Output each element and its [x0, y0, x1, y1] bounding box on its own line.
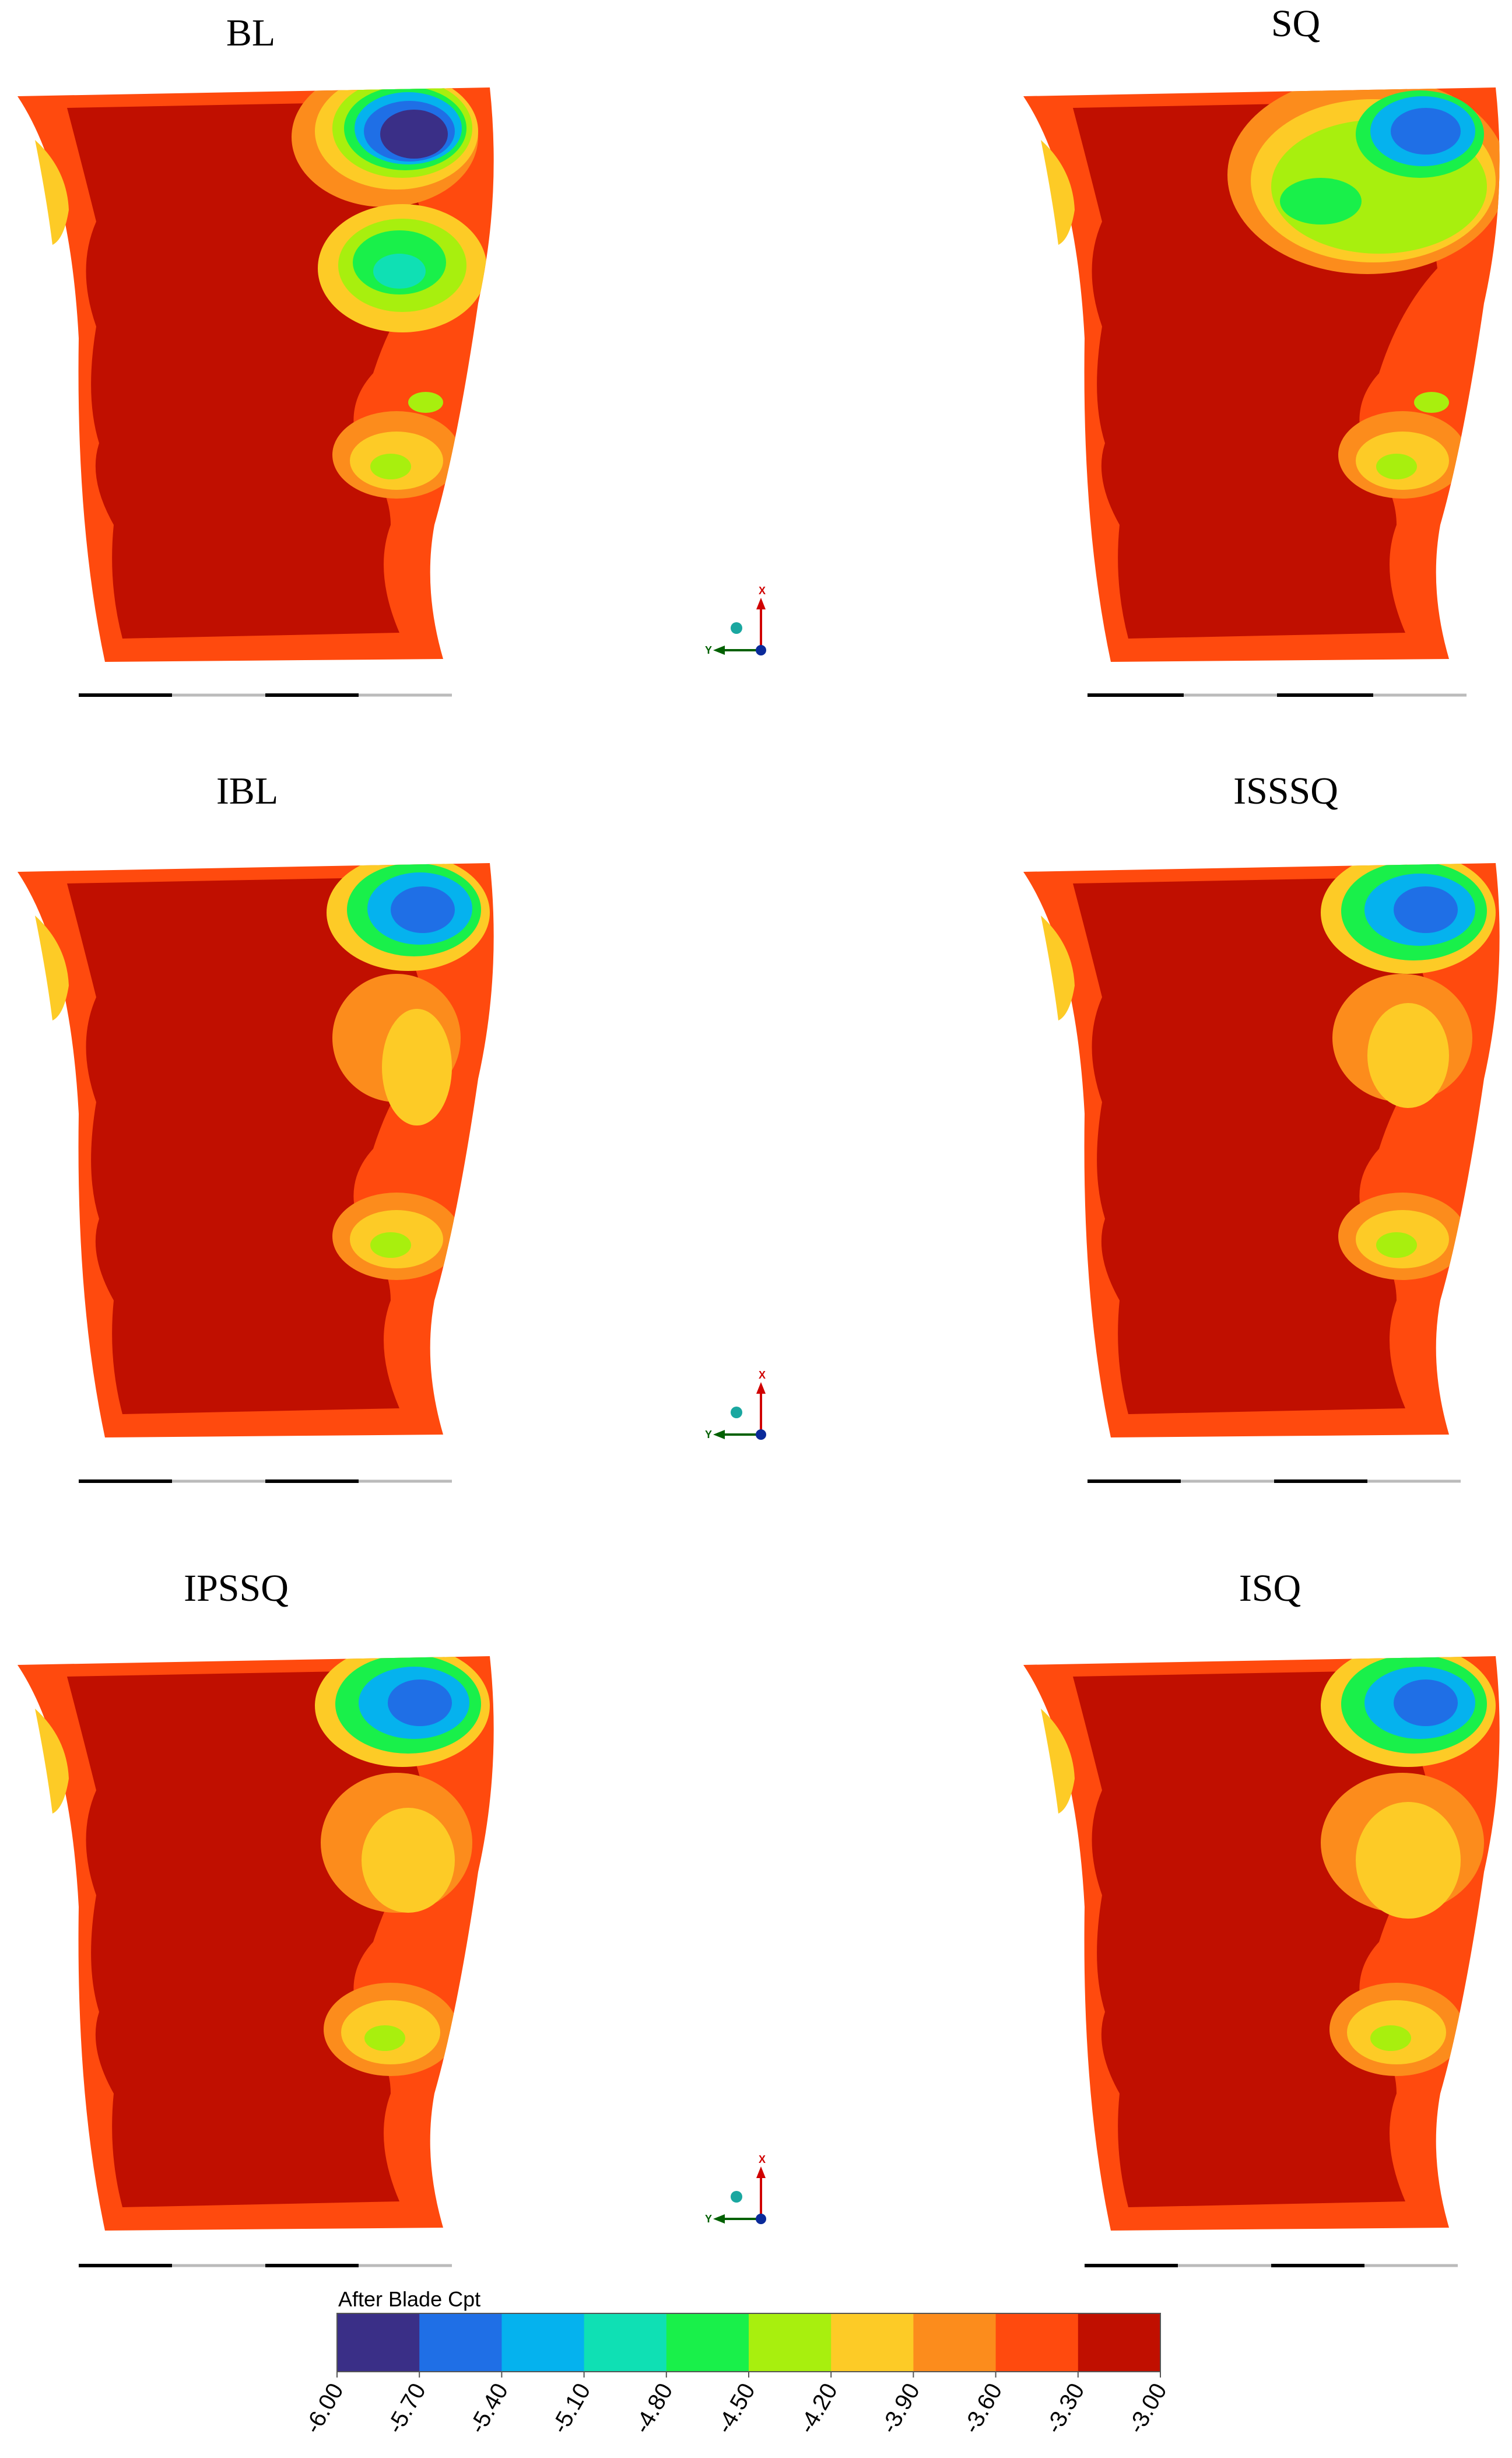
colorbar-tick-label-3: -5.10	[547, 2379, 596, 2438]
axis-label-y: Y	[705, 644, 712, 656]
colorbar-tick-label-1: -5.70	[382, 2379, 431, 2438]
colorbar-swatch-4	[666, 2313, 749, 2372]
panel-title-sq: SQ	[1271, 2, 1320, 45]
panel-title-ibl: IBL	[216, 770, 278, 812]
axis-label-y: Y	[705, 2213, 712, 2225]
panel-title-bl: BL	[226, 12, 275, 54]
colorbar-swatches	[337, 2313, 1161, 2372]
axis-triad-2: X Y	[705, 1369, 766, 1440]
colorbar-swatch-5	[749, 2313, 832, 2372]
colorbar-swatch-0	[337, 2313, 420, 2372]
blade-contour-isssq	[1023, 863, 1500, 1437]
axis-triad-1: X Y	[705, 585, 766, 656]
axis-label-x: X	[759, 1369, 766, 1381]
blade-contour-ibl	[17, 863, 494, 1437]
blade-contour-isq	[1023, 1656, 1500, 2231]
colorbar-swatch-3	[584, 2313, 667, 2372]
colorbar-tick-label-10: -3.00	[1123, 2379, 1172, 2438]
colorbar-ticks: -6.00 -5.70 -5.40 -5.10 -4.80 -4.50 -4.20 -3.90…	[300, 2372, 1172, 2438]
scale-bars	[79, 693, 1467, 2267]
colorbar-tick-label-4: -4.80	[629, 2379, 678, 2438]
colorbar-tick-label-6: -4.20	[794, 2379, 843, 2438]
colorbar-tick-label-7: -3.90	[876, 2379, 925, 2438]
panel-title-isq: ISQ	[1239, 1567, 1301, 1610]
blade-contour-sq	[1023, 87, 1500, 662]
colorbar-tick-label-2: -5.40	[465, 2379, 514, 2438]
panel-title-isssq: ISSSQ	[1233, 770, 1338, 812]
axis-label-x: X	[759, 2154, 766, 2165]
panel-title-ipssq: IPSSQ	[184, 1567, 289, 1610]
colorbar-swatch-1	[419, 2313, 502, 2372]
colorbar-tick-label-9: -3.30	[1041, 2379, 1090, 2438]
colorbar-title: After Blade Cpt	[338, 2287, 480, 2311]
colorbar-swatch-2	[501, 2313, 585, 2372]
blade-contour-bl	[17, 87, 494, 662]
axis-triad-3: X Y	[705, 2154, 766, 2225]
colorbar-tick-label-8: -3.60	[959, 2379, 1008, 2438]
colorbar-swatch-7	[913, 2313, 997, 2372]
colorbar-swatch-6	[831, 2313, 914, 2372]
colorbar-swatch-9	[1078, 2313, 1161, 2372]
axis-label-x: X	[759, 585, 766, 597]
colorbar-tick-label-0: -6.00	[300, 2379, 349, 2438]
blade-contour-ipssq	[17, 1656, 494, 2231]
colorbar-swatch-8	[995, 2313, 1079, 2372]
axis-label-y: Y	[705, 1429, 712, 1440]
colorbar: After Blade Cpt -6.00 -5.70 -5.40 -5.10 -4.8…	[300, 2287, 1172, 2438]
colorbar-tick-label-5: -4.50	[711, 2379, 760, 2438]
